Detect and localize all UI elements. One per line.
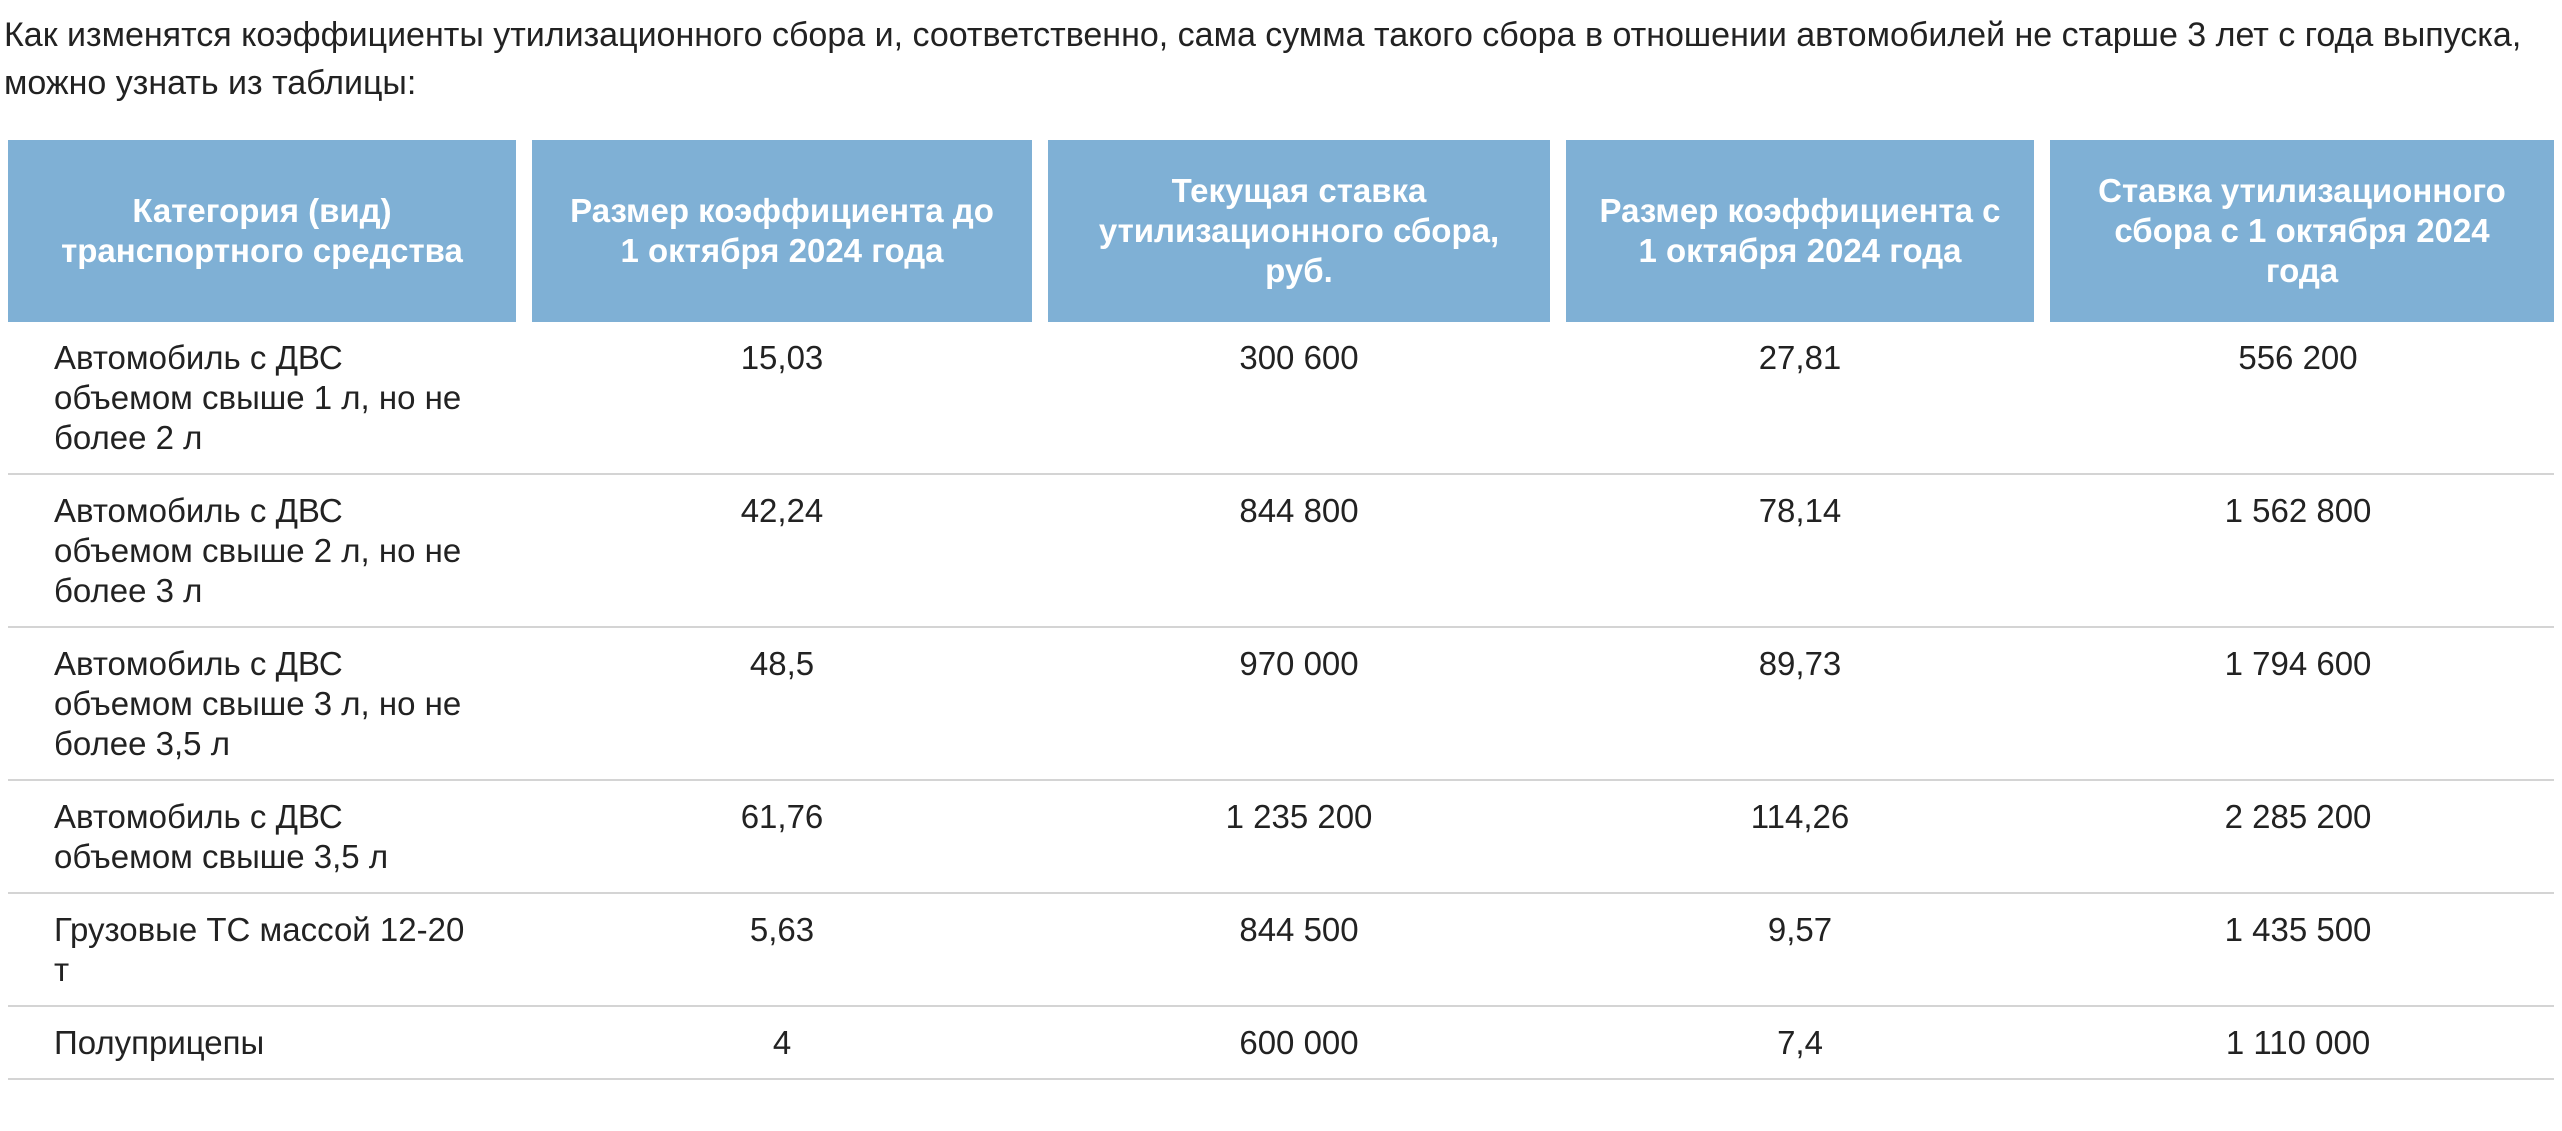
cell-coef-after: 89,73: [1558, 628, 2042, 781]
cell-category: Полуприцепы: [8, 1007, 524, 1080]
cell-rate-after: 2 285 200: [2042, 781, 2554, 894]
header-coef-after: Размер коэффициента с 1 октября 2024 год…: [1558, 140, 2042, 322]
cell-current-rate: 844 500: [1040, 894, 1558, 1007]
cell-category: Автомобиль с ДВС объемом свыше 2 л, но н…: [8, 475, 524, 628]
header-coef-before: Размер коэффициента до 1 октября 2024 го…: [524, 140, 1040, 322]
cell-coef-before: 48,5: [524, 628, 1040, 781]
table-row: Полуприцепы 4 600 000 7,4 1 110 000: [8, 1007, 2554, 1080]
cell-coef-before: 42,24: [524, 475, 1040, 628]
intro-paragraph: Как изменятся коэффициенты утилизационно…: [4, 16, 2522, 102]
cell-coef-after: 9,57: [1558, 894, 2042, 1007]
cell-category: Грузовые ТС массой 12-20 т: [8, 894, 524, 1007]
cell-rate-after: 1 435 500: [2042, 894, 2554, 1007]
cell-current-rate: 600 000: [1040, 1007, 1558, 1080]
cell-current-rate: 970 000: [1040, 628, 1558, 781]
cell-category: Автомобиль с ДВС объемом свыше 3 л, но н…: [8, 628, 524, 781]
table-header-row: Категория (вид) транспортного средства Р…: [8, 140, 2554, 322]
cell-rate-after: 1 794 600: [2042, 628, 2554, 781]
cell-coef-after: 78,14: [1558, 475, 2042, 628]
header-current-rate: Текущая ставка утилизационного сбора, ру…: [1040, 140, 1558, 322]
cell-coef-before: 15,03: [524, 322, 1040, 475]
header-rate-after: Ставка утилизационного сбора с 1 октября…: [2042, 140, 2554, 322]
cell-coef-after: 7,4: [1558, 1007, 2042, 1080]
cell-coef-after: 27,81: [1558, 322, 2042, 475]
cell-coef-after: 114,26: [1558, 781, 2042, 894]
cell-coef-before: 4: [524, 1007, 1040, 1080]
cell-rate-after: 556 200: [2042, 322, 2554, 475]
cell-current-rate: 1 235 200: [1040, 781, 1558, 894]
cell-rate-after: 1 110 000: [2042, 1007, 2554, 1080]
recycling-fee-table: Категория (вид) транспортного средства Р…: [8, 140, 2554, 1080]
article-content: Как изменятся коэффициенты утилизационно…: [0, 0, 2562, 1080]
cell-coef-before: 5,63: [524, 894, 1040, 1007]
table-row: Грузовые ТС массой 12-20 т 5,63 844 500 …: [8, 894, 2554, 1007]
cell-category: Автомобиль с ДВС объемом свыше 1 л, но н…: [8, 322, 524, 475]
cell-current-rate: 300 600: [1040, 322, 1558, 475]
table-row: Автомобиль с ДВС объемом свыше 3 л, но н…: [8, 628, 2554, 781]
table-row: Автомобиль с ДВС объемом свыше 3,5 л 61,…: [8, 781, 2554, 894]
table-row: Автомобиль с ДВС объемом свыше 2 л, но н…: [8, 475, 2554, 628]
cell-current-rate: 844 800: [1040, 475, 1558, 628]
cell-rate-after: 1 562 800: [2042, 475, 2554, 628]
table-row: Автомобиль с ДВС объемом свыше 1 л, но н…: [8, 322, 2554, 475]
header-category: Категория (вид) транспортного средства: [8, 140, 524, 322]
cell-category: Автомобиль с ДВС объемом свыше 3,5 л: [8, 781, 524, 894]
cell-coef-before: 61,76: [524, 781, 1040, 894]
